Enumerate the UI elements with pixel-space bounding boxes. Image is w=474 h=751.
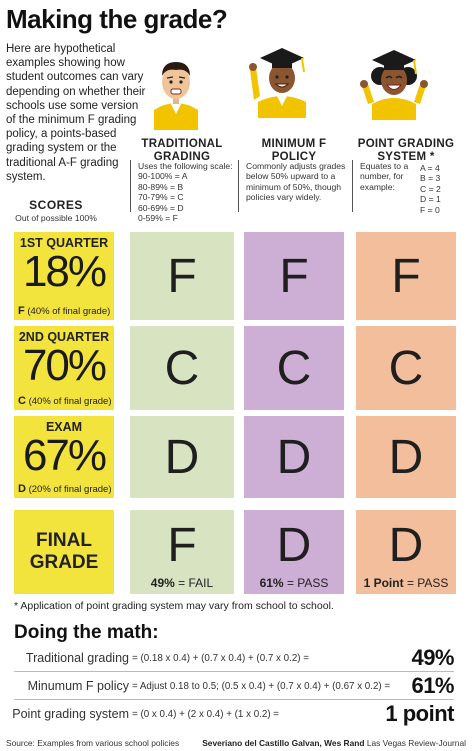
scale-item: C = 2 <box>420 183 441 194</box>
graduate-student-icon <box>249 48 306 118</box>
scale-item: 90-100% = A <box>138 171 188 182</box>
scale-item: 60-69% = D <box>138 202 184 213</box>
quarter-score-box: 2ND QUARTER 70% C (40% of final grade) <box>14 326 114 410</box>
scale-item: A = 4 <box>420 163 440 173</box>
math-section-title: Doing the math: <box>14 622 159 643</box>
grade-cell: F <box>244 232 344 320</box>
celebrating-student-icon <box>360 50 428 120</box>
column-header-traditional: TRADITIONAL GRADING <box>141 138 223 163</box>
column-divider <box>238 160 239 212</box>
scale-item: 80-89% = B <box>138 181 184 192</box>
minimum-f-description: Commonly adjusts grades below 50% upward… <box>246 161 346 203</box>
worried-student-icon <box>154 62 198 130</box>
scores-label: SCORES Out of possible 100% <box>15 198 97 223</box>
math-row: Point grading system = (0 x 0.4) + (2 x … <box>12 700 454 728</box>
grade-cell: F <box>356 232 456 320</box>
traditional-description: Uses the following scale: 90-100% = A 80… <box>138 161 238 223</box>
quarter-score-box: 1ST QUARTER 18% F (40% of final grade) <box>14 232 114 320</box>
grade-cell: D <box>356 416 456 498</box>
column-divider <box>352 160 353 212</box>
exam-score-box: EXAM 67% D (20% of final grade) <box>14 416 114 498</box>
column-divider <box>130 160 131 212</box>
math-label: Point grading system <box>12 707 129 721</box>
final-grade-cell: F 49% = FAIL <box>130 510 234 594</box>
grade-cell: C <box>356 326 456 410</box>
column-header-point-grading: POINT GRADING SYSTEM * <box>357 138 455 163</box>
math-result: 49% <box>411 645 454 670</box>
grade-cell: C <box>244 326 344 410</box>
final-grade-cell: D 61% = PASS <box>244 510 344 594</box>
grade-cell: F <box>130 232 234 320</box>
scale-item: B = 3 <box>420 173 441 184</box>
final-grade-cell: D 1 Point = PASS <box>356 510 456 594</box>
scale-item: 0-59% = F <box>138 213 178 224</box>
scale-item: F = 0 <box>420 204 440 215</box>
grade-cell: D <box>244 416 344 498</box>
credit-line: Severiano del Castillo Galvan, Wes Rand … <box>202 738 466 748</box>
scale-item: 70-79% = C <box>138 192 184 203</box>
footnote: * Application of point grading system ma… <box>14 600 334 612</box>
math-result: 1 point <box>385 701 454 726</box>
math-row: Traditional grading = (0.18 x 0.4) + (0.… <box>14 644 454 672</box>
column-header-minimum-f: MINIMUM F POLICY <box>261 138 327 163</box>
math-row: Minumum F policy = Adjust 0.18 to 0.5; (… <box>14 672 454 700</box>
math-label: Traditional grading <box>25 651 129 665</box>
math-equation: = Adjust 0.18 to 0.5; (0.5 x 0.4) + (0.7… <box>132 681 391 692</box>
point-scale: A = 4 B = 3 C = 2 D = 1 F = 0 <box>420 163 460 215</box>
math-equation: = (0.18 x 0.4) + (0.7 x 0.4) + (0.7 x 0.… <box>132 653 309 664</box>
math-label: Minumum F policy <box>27 679 129 693</box>
final-grade-label: FINAL GRADE <box>14 510 114 594</box>
math-result: 61% <box>411 673 454 698</box>
point-grading-description: Equates to a number, for example: <box>360 161 409 192</box>
grade-cell: D <box>130 416 234 498</box>
intro-text: Here are hypothetical examples showing h… <box>6 43 146 183</box>
scale-item: D = 1 <box>420 194 441 205</box>
grade-cell: C <box>130 326 234 410</box>
source-line: Source: Examples from various school pol… <box>6 738 180 748</box>
page-title: Making the grade? <box>6 4 228 34</box>
math-equation: = (0 x 0.4) + (2 x 0.4) + (1 x 0.2) = <box>132 709 280 720</box>
